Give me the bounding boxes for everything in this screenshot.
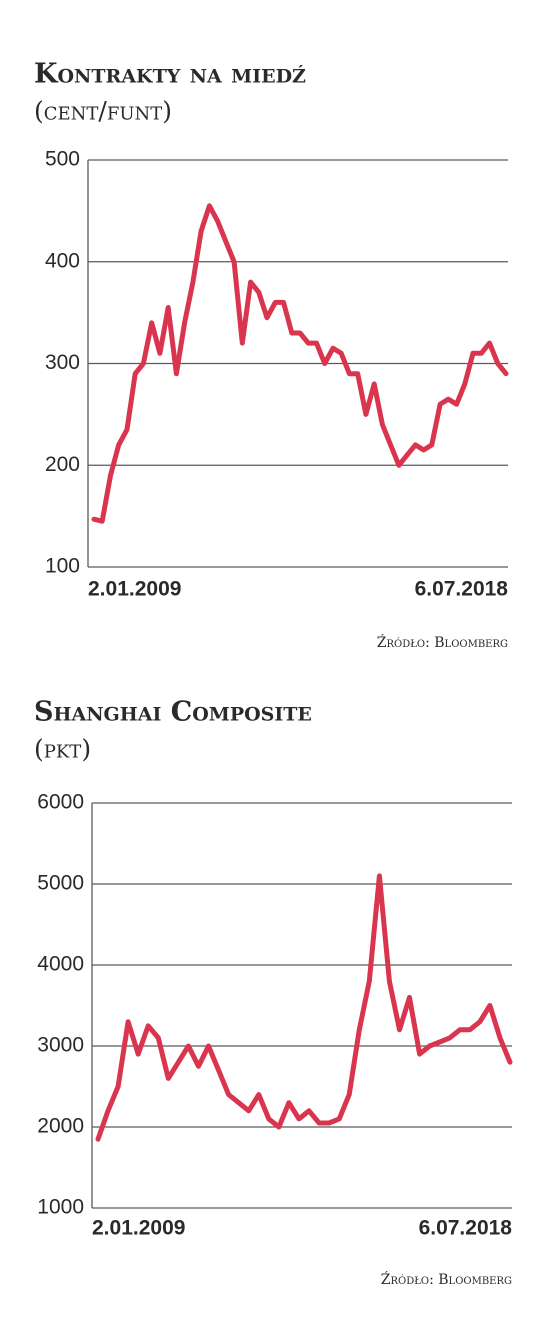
chart-title: Shanghai Composite [34,697,312,728]
source: Źródło: Bloomberg [377,633,508,651]
y-tick-label: 500 [45,148,80,171]
x-tick-label: 6.07.2018 [415,578,509,601]
chart-subtitle: (cent/funt) [34,97,172,126]
y-tick-label: 4000 [37,953,84,976]
x-tick-label: 2.01.2009 [88,578,181,601]
y-tick-label: 6000 [37,791,84,814]
y-tick-label: 300 [45,351,80,374]
y-tick-label: 3000 [37,1034,84,1057]
x-tick-label: 2.01.2009 [92,1217,185,1240]
y-tick-label: 5000 [37,872,84,895]
x-tick-label: 6.07.2018 [419,1217,513,1240]
chart-title: Kontrakty na miedź [34,59,306,90]
data-line [91,203,509,524]
chart-subtitle: (pkt) [34,735,91,764]
y-tick-label: 1000 [37,1196,84,1219]
y-tick-label: 200 [45,453,80,476]
y-tick-label: 100 [45,555,80,578]
y-tick-label: 400 [45,249,80,272]
y-tick-label: 2000 [37,1115,84,1138]
data-line [95,873,513,1142]
source: Źródło: Bloomberg [381,1270,512,1288]
